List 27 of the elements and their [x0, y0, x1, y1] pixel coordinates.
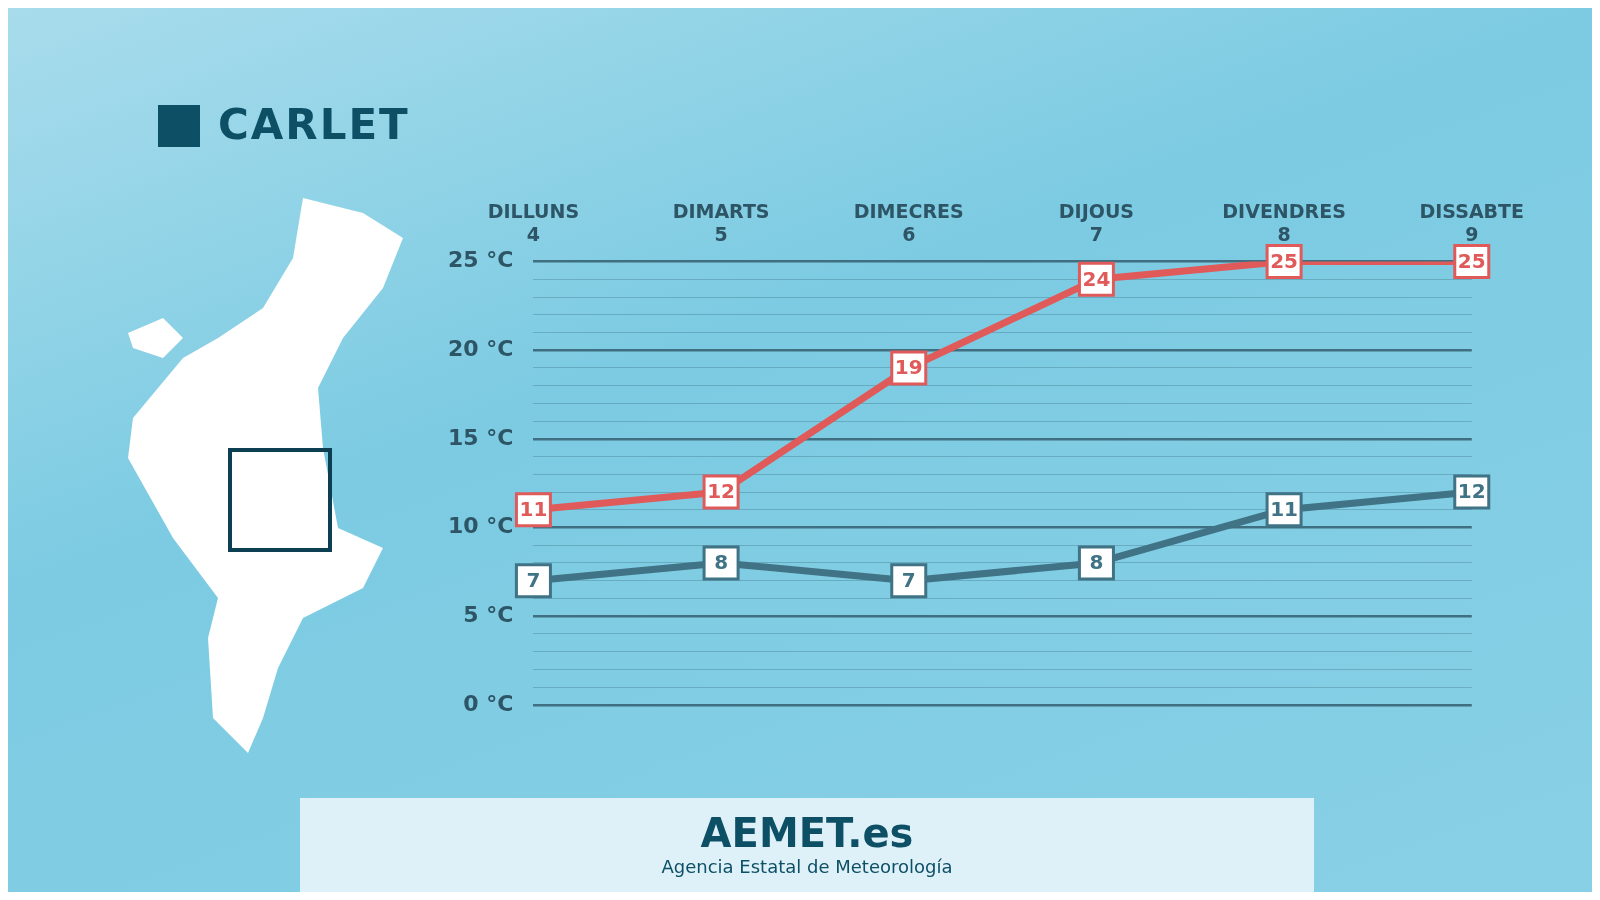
data-label: 8 — [1089, 550, 1104, 575]
text: AEMET.es — [699, 810, 915, 856]
y-tick-label: 0 °C — [463, 690, 514, 716]
data-label: 11 — [519, 497, 548, 521]
data-label: 12 — [1457, 479, 1486, 504]
data-label: 12 — [707, 479, 736, 504]
x-tick-label: DIJOUS 7 — [1058, 200, 1135, 246]
y-tick-label: 20 °C — [448, 335, 514, 361]
x-tick-label: DIVENDRES 8 — [1222, 200, 1346, 246]
y-tick-label: 5 °C — [463, 601, 514, 627]
x-tick-label: DISSABTE 9 — [1419, 200, 1524, 246]
x-tick-label: DILLUNS 4 — [487, 200, 580, 246]
data-label: 24 — [1082, 266, 1111, 291]
data-label: 25 — [1457, 248, 1486, 273]
y-tick-label: 15 °C — [448, 424, 514, 450]
y-tick-label: 10 °C — [448, 513, 514, 539]
data-label: 7 — [901, 567, 916, 592]
data-label: 25 — [1270, 248, 1299, 273]
data-label: 19 — [894, 355, 923, 380]
x-tick-label: DIMARTS 5 — [672, 200, 770, 246]
text: Agencia Estatal de Meteorología — [660, 856, 954, 877]
data-label: 7 — [526, 567, 541, 592]
data-label: 11 — [1270, 497, 1299, 521]
x-tick-label: DIMECRES 6 — [853, 200, 964, 246]
chart-title: CARLET — [218, 100, 410, 149]
data-label: 8 — [714, 550, 729, 575]
y-tick-label: 25 °C — [448, 247, 514, 273]
